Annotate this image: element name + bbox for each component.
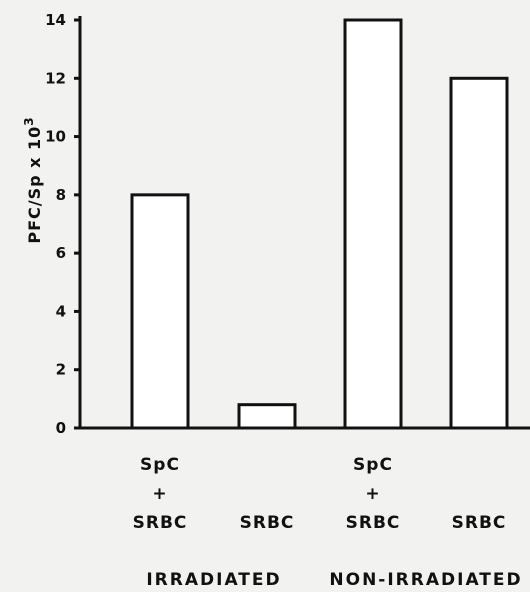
group-label: IRRADIATED <box>146 570 281 590</box>
plot-area: 0 2 4 6 8 10 12 14 SpC + SRBC SRBC SpC + SRBC SRBC IRRAD… <box>45 11 530 590</box>
y-tick-label: 12 <box>45 69 66 87</box>
bar <box>130 193 190 430</box>
y-tick-label: 14 <box>45 11 66 29</box>
y-tick-label: 6 <box>56 244 66 262</box>
category-label-bottom: SRBC <box>240 513 295 533</box>
category-label-bottom: SRBC <box>452 513 507 533</box>
y-tick-label: 8 <box>56 186 66 204</box>
bar <box>449 76 509 430</box>
y-tick-label: 4 <box>56 302 66 320</box>
y-tick-label: 10 <box>45 128 66 146</box>
y-tick-label: 0 <box>56 419 66 437</box>
y-axis-label-exponent: 3 <box>22 116 36 125</box>
y-axis-label-main: PFC/Sp x 10 <box>25 126 44 244</box>
category-label-top: SpC <box>140 455 180 475</box>
category-label-plus: + <box>152 484 167 504</box>
y-tick-label: 2 <box>56 361 66 379</box>
category-label-bottom: SRBC <box>133 513 188 533</box>
category-label-top: SpC <box>353 455 393 475</box>
y-axis-label: PFC/Sp x 103 <box>22 116 44 243</box>
bar <box>343 18 403 430</box>
bar <box>237 403 297 430</box>
category-label-bottom: SRBC <box>346 513 401 533</box>
category-label-plus: + <box>365 484 380 504</box>
group-label: NON-IRRADIATED <box>329 570 522 590</box>
